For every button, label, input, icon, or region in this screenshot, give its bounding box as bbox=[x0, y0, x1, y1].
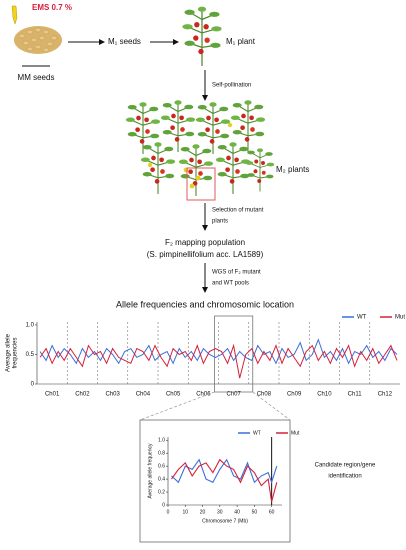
x-tick-label: Ch12 bbox=[378, 392, 393, 398]
seeds-label: MM seeds bbox=[18, 73, 55, 82]
x-tick-label: 30 bbox=[217, 509, 223, 515]
y-tick-label: 0 bbox=[31, 382, 35, 388]
selection-box bbox=[186, 167, 216, 201]
y-axis-label: frequencies bbox=[13, 337, 19, 368]
x-tick-label: Ch09 bbox=[287, 392, 302, 398]
x-tick-label: 40 bbox=[234, 509, 240, 515]
x-tick-label: Ch11 bbox=[348, 392, 363, 398]
x-tick-label: Ch02 bbox=[75, 392, 90, 398]
series-line bbox=[171, 458, 278, 485]
x-axis-label: Chromosome 7 (Mb) bbox=[202, 518, 248, 524]
y-tick-label: 0.2 bbox=[158, 489, 165, 495]
legend-label: Mut bbox=[291, 430, 300, 436]
series-line bbox=[39, 338, 398, 365]
y-axis-label: Average allele frequency bbox=[147, 443, 153, 498]
candidate-label: Candidate region/gene bbox=[315, 463, 376, 469]
x-tick-label: Ch08 bbox=[257, 392, 272, 398]
wgs-label: WGS of F₂ mutant bbox=[212, 270, 261, 276]
y-tick-label: 0.6 bbox=[158, 463, 165, 469]
wgs-label: and WT pools bbox=[212, 281, 249, 287]
legend-label: WT bbox=[253, 430, 261, 436]
zoom-region bbox=[214, 315, 254, 393]
x-tick-label: 60 bbox=[269, 509, 275, 515]
section-title: Allele frequencies and chromosomic locat… bbox=[116, 299, 294, 309]
m2-plants-icon bbox=[125, 99, 275, 201]
self-pollination-label: Self-pollination bbox=[212, 83, 251, 89]
seeds-icon bbox=[11, 5, 62, 67]
series-line bbox=[171, 458, 278, 502]
x-tick-label: Ch03 bbox=[105, 392, 120, 398]
pipette bbox=[11, 5, 18, 25]
mutagen-label: EMS 0.7 % bbox=[32, 3, 72, 12]
selection-label: plants bbox=[212, 219, 228, 225]
y-tick-label: 0.8 bbox=[158, 451, 165, 457]
y-axis-label: Average allele bbox=[6, 333, 12, 372]
m1-seeds-label: M₁ seeds bbox=[108, 37, 141, 46]
x-tick-label: Ch04 bbox=[136, 392, 151, 398]
f2-population-label: F₂ mapping population bbox=[165, 238, 245, 247]
y-tick-label: 0 bbox=[162, 502, 165, 508]
x-tick-label: Ch06 bbox=[196, 392, 211, 398]
x-tick-label: Ch01 bbox=[45, 392, 60, 398]
m2-plants-label: M₂ plants bbox=[276, 165, 309, 174]
x-tick-label: 20 bbox=[200, 509, 206, 515]
x-tick-label: Ch10 bbox=[317, 392, 332, 398]
x-tick-label: 0 bbox=[167, 509, 170, 515]
x-tick-label: Ch05 bbox=[166, 392, 181, 398]
series-line bbox=[39, 343, 398, 379]
zoom-frame bbox=[139, 419, 291, 543]
y-tick-label: 0.5 bbox=[26, 352, 35, 358]
zoom-connector bbox=[139, 391, 215, 421]
zoom-connector bbox=[252, 391, 291, 421]
legend-label: WT bbox=[357, 315, 367, 321]
x-tick-label: Ch07 bbox=[226, 392, 241, 398]
legend-label: Mut bbox=[395, 315, 405, 321]
y-tick-label: 1.0 bbox=[26, 323, 35, 329]
m1-plant-icon bbox=[181, 5, 223, 66]
f2-species-label: (S. pimpinellifolium acc. LA1589) bbox=[147, 250, 264, 259]
x-tick-label: 50 bbox=[252, 509, 258, 515]
y-tick-label: 1.0 bbox=[158, 438, 165, 444]
y-tick-label: 0.4 bbox=[158, 476, 165, 482]
selection-label: Selection of mutant bbox=[212, 208, 264, 214]
m1-plant-label: M₁ plant bbox=[226, 37, 256, 46]
candidate-label: identification bbox=[328, 474, 361, 480]
seed-pile bbox=[14, 26, 62, 54]
seeds bbox=[18, 27, 58, 53]
x-tick-label: 10 bbox=[182, 509, 188, 515]
